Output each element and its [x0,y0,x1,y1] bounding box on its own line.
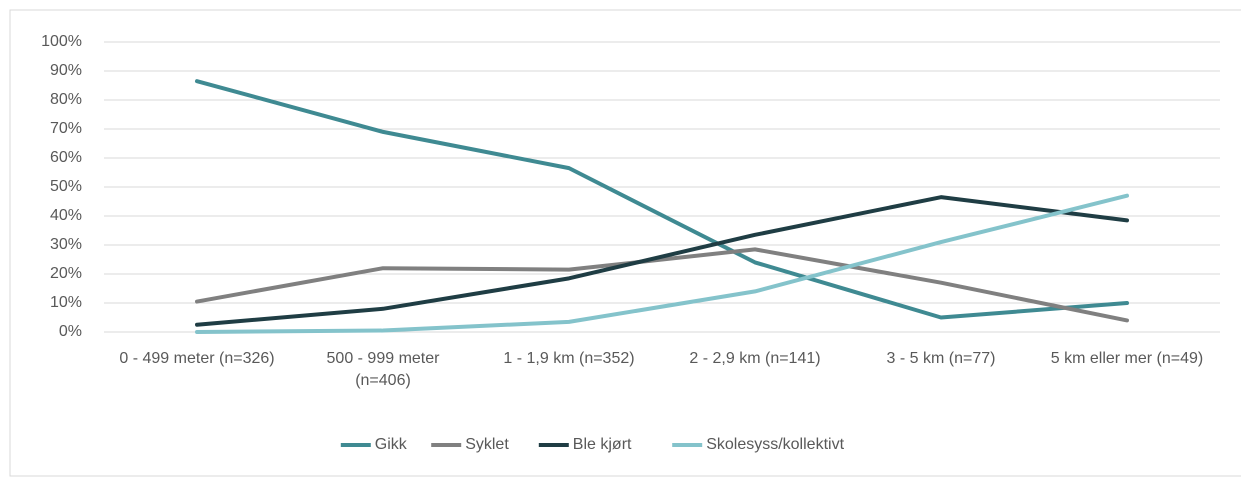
y-tick-label: 10% [50,294,82,311]
legend-label: Gikk [375,436,408,453]
y-tick-label: 70% [50,120,82,137]
y-tick-label: 100% [41,33,82,50]
y-tick-label: 30% [50,236,82,253]
series-line [195,193,1129,334]
x-tick-label: 500 - 999 meter (n=406) [326,350,440,389]
y-tick-label: 40% [50,207,82,224]
series-line [195,247,1129,323]
y-tick-label: 20% [50,265,82,282]
legend-label: Syklet [465,436,509,453]
y-tick-label: 80% [50,91,82,108]
chart-frame [9,9,1241,477]
series-line [195,79,1129,320]
series-line [195,195,1129,327]
x-tick-label: 0 - 499 meter (n=326) [119,350,275,367]
y-tick-label: 0% [59,323,82,340]
y-tick-label: 50% [50,178,82,195]
x-tick-label: 1 - 1,9 km (n=352) [503,350,635,367]
y-tick-label: 60% [50,149,82,166]
x-tick-label: 5 km eller mer (n=49) [1050,350,1204,367]
x-tick-label: 3 - 5 km (n=77) [886,350,996,367]
legend-label: Skolesyss/kollektivt [706,436,844,453]
y-tick-label: 90% [50,62,82,79]
legend-label: Ble kjørt [573,436,632,453]
x-tick-label: 2 - 2,9 km (n=141) [689,350,821,367]
